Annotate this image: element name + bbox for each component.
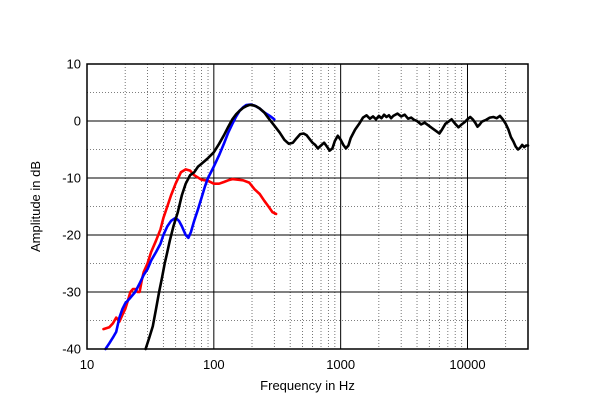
- series-layer: [102, 103, 530, 351]
- y-tick-label: 10: [67, 57, 81, 72]
- y-tick-label: -20: [62, 228, 81, 243]
- x-tick-label: 10000: [449, 357, 485, 372]
- series-line-3: [144, 103, 530, 351]
- y-tick-label: -40: [62, 342, 81, 357]
- y-tick-label: -10: [62, 171, 81, 186]
- grid: [87, 64, 528, 349]
- y-tick-label: 0: [74, 114, 81, 129]
- y-tick-labels: 10 0 -10 -20 -30 -40: [62, 57, 81, 357]
- y-tick-label: -30: [62, 285, 81, 300]
- x-tick-labels: 10 100 1000 10000: [80, 357, 486, 372]
- x-tick-label: 100: [203, 357, 225, 372]
- x-tick-label: 1000: [326, 357, 355, 372]
- y-axis-title: Amplitude in dB: [28, 161, 43, 252]
- x-axis-title: Frequency in Hz: [260, 378, 355, 393]
- plot-frame: [86, 63, 529, 350]
- series-line-2: [104, 103, 276, 351]
- series-line-1: [102, 168, 278, 331]
- x-tick-label: 10: [80, 357, 94, 372]
